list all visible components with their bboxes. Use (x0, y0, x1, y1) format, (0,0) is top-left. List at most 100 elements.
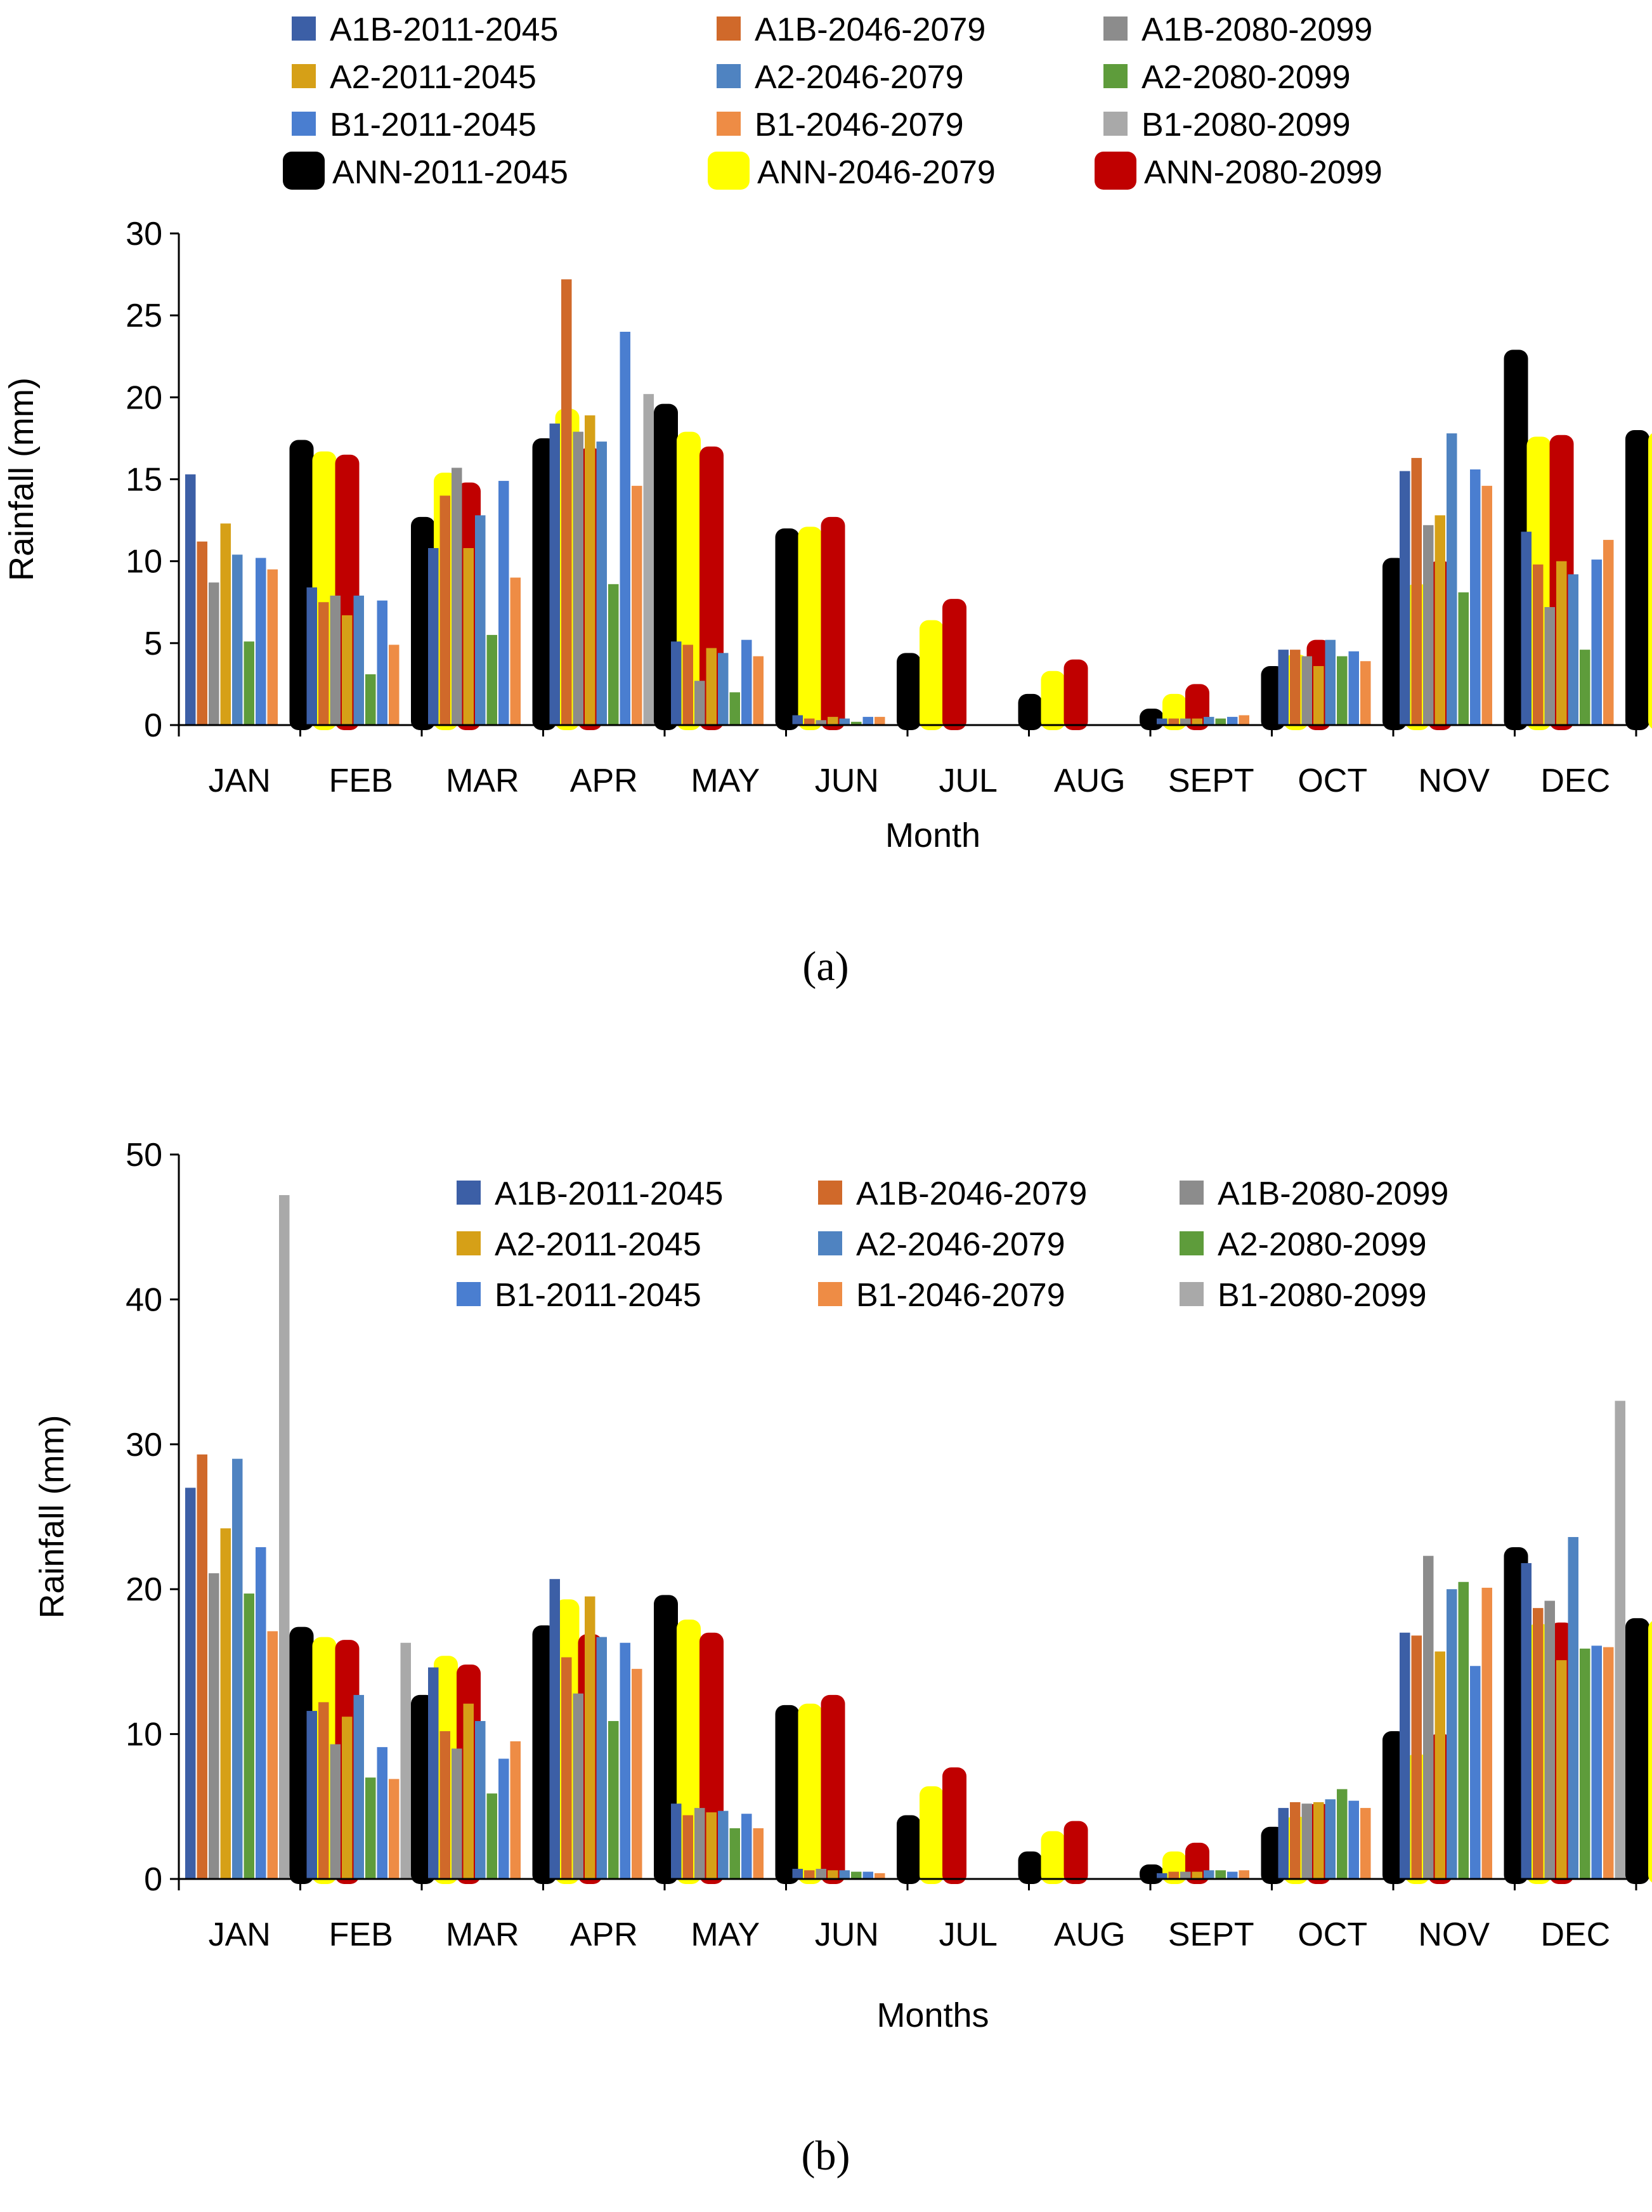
bar-ann-2080-2099-jul (1063, 659, 1088, 730)
bar-a2-2080-2099-feb (365, 674, 376, 725)
bar-b1-2080-2099-feb (400, 1642, 411, 1879)
bar-b1-2046-2079-jun (875, 717, 885, 725)
legend-item-a1b-2046-2079: A1B-2046-2079 (818, 1175, 1087, 1212)
legend-label: B1-2080-2099 (1218, 1277, 1427, 1314)
bar-b1-2046-2079-nov (1481, 485, 1492, 725)
x-tick-label-apr: APR (570, 1916, 638, 1953)
bar-a2-2080-2099-apr (608, 584, 619, 725)
x-tick-label-mar: MAR (446, 1916, 519, 1953)
bar-a2-2080-2099-oct (1337, 656, 1348, 725)
legend-item-ann-2011-2045: ANN-2011-2045 (283, 152, 568, 191)
bar-a1b-2080-2099-jun (816, 720, 826, 725)
bar-a1b-2046-2079-mar (439, 1731, 450, 1879)
bar-ann-2046-2079-jul (1041, 671, 1065, 730)
legend-label: ANN-2011-2045 (332, 154, 568, 191)
bar-a1b-2011-2045-oct (1278, 1808, 1289, 1879)
legend-swatch (818, 1231, 842, 1255)
bar-b1-2046-2079-feb (389, 645, 400, 725)
legend-item-a1b-2080-2099: A1B-2080-2099 (1180, 1175, 1448, 1212)
bar-a1b-2011-2045-may (671, 641, 682, 725)
bar-b1-2046-2079-dec (1603, 1647, 1614, 1879)
bar-a1b-2046-2079-apr (561, 279, 572, 725)
bar-a1b-2046-2079-sept (1168, 718, 1179, 725)
bar-a2-2080-2099-mar (486, 1793, 497, 1879)
bar-a2-2080-2099-may (729, 1828, 740, 1879)
bar-a2-2011-2045-apr (585, 415, 595, 725)
bar-a2-2046-2079-sept (1204, 1870, 1214, 1879)
legend-swatch (1103, 16, 1128, 41)
bar-b1-2011-2045-feb (377, 600, 387, 725)
bar-a1b-2011-2045-jan (185, 1488, 196, 1879)
bar-a1b-2046-2079-jan (197, 541, 207, 725)
bar-a2-2046-2079-jan (232, 1458, 243, 1879)
x-tick-label-jun: JUN (815, 1916, 879, 1953)
bar-ann-2046-2079-may (798, 527, 823, 730)
x-tick-label-nov: NOV (1418, 1916, 1490, 1953)
panel-label: (b) (802, 2133, 850, 2179)
bar-b1-2011-2045-may (741, 1814, 752, 1879)
bar-b1-2046-2079-oct (1360, 1808, 1371, 1879)
bar-a2-2046-2079-jun (839, 1870, 850, 1879)
y-tick-label: 0 (144, 1861, 162, 1898)
bar-a2-2011-2045-jun (828, 717, 838, 725)
bar-b1-2046-2079-dec (1603, 540, 1614, 725)
bar-b1-2046-2079-mar (510, 1741, 521, 1879)
legend-swatch (1103, 64, 1128, 88)
x-tick-label-mar: MAR (446, 762, 519, 799)
legend-swatch (1103, 112, 1128, 136)
legend-swatch (717, 112, 741, 136)
bar-b1-2011-2045-feb (377, 1747, 387, 1879)
y-tick-label: 10 (126, 1717, 162, 1753)
bar-a1b-2046-2079-feb (318, 602, 329, 725)
bar-a1b-2080-2099-feb (330, 595, 341, 725)
bar-b1-2011-2045-jan (256, 558, 266, 725)
bar-a2-2080-2099-jan (244, 1594, 254, 1879)
bar-a1b-2080-2099-may (694, 1808, 705, 1879)
legend-label: ANN-2046-2079 (757, 154, 996, 191)
bar-b1-2011-2045-jan (256, 1547, 266, 1879)
legend-swatch (457, 1282, 481, 1306)
x-tick-label-jul: JUL (939, 762, 998, 799)
legend-label: A2-2080-2099 (1141, 59, 1351, 96)
bar-a1b-2046-2079-feb (318, 1702, 329, 1879)
bar-a1b-2080-2099-mar (452, 1748, 462, 1879)
legend-label: A1B-2046-2079 (856, 1175, 1087, 1212)
bar-ann-2046-2079-jun (920, 1786, 944, 1884)
bar-a2-2080-2099-nov (1458, 1581, 1469, 1879)
legend-item-a2-2080-2099: A2-2080-2099 (1180, 1226, 1427, 1263)
bar-a2-2011-2045-sept (1192, 1871, 1202, 1879)
bar-a2-2011-2045-mar (463, 1703, 474, 1879)
bar-a2-2080-2099-mar (486, 634, 497, 725)
legend-label: B1-2046-2079 (755, 107, 964, 143)
legend-label: A1B-2046-2079 (755, 11, 985, 48)
bar-a2-2080-2099-oct (1337, 1789, 1348, 1879)
legend-label: A2-2046-2079 (856, 1226, 1065, 1263)
bar-b1-2080-2099-dec (1615, 1401, 1625, 1879)
chart-a: 0 5 10 15 20 25 30 JAN FEB MAR APR MAY JUN JUL AUG SEPT… (3, 11, 1652, 990)
bar-ann-2080-2099-jul (1063, 1821, 1088, 1884)
legend-swatch (818, 1282, 842, 1306)
x-tick-label-jul: JUL (939, 1916, 998, 1953)
bar-b1-2011-2045-sept (1227, 717, 1238, 725)
bar-a1b-2011-2045-jan (185, 474, 196, 725)
bar-a1b-2011-2045-feb (306, 1711, 317, 1879)
bar-a2-2011-2045-jun (828, 1870, 838, 1879)
legend-label: B1-2046-2079 (856, 1277, 1065, 1314)
bar-a2-2011-2045-apr (585, 1596, 595, 1879)
bar-a1b-2011-2045-nov (1400, 471, 1410, 725)
bar-a2-2080-2099-apr (608, 1721, 619, 1879)
legend-item-b1-2011-2045: B1-2011-2045 (457, 1277, 701, 1314)
legend-swatch (818, 1181, 842, 1205)
bar-a1b-2080-2099-nov (1423, 1555, 1434, 1879)
bar-a1b-2011-2045-jun (792, 715, 803, 725)
bar-b1-2046-2079-jun (875, 1873, 885, 1879)
bar-a1b-2046-2079-jan (197, 1454, 207, 1879)
y-tick-label: 0 (144, 707, 162, 744)
legend-item-a2-2046-2079: A2-2046-2079 (717, 59, 964, 96)
bar-a2-2080-2099-jun (851, 721, 862, 725)
y-axis-title: Rainfall (mm) (3, 377, 41, 581)
y-tick-label: 15 (126, 462, 162, 499)
legend-item-b1-2080-2099: B1-2080-2099 (1103, 107, 1351, 143)
x-tick-label-oct: OCT (1298, 1916, 1367, 1953)
